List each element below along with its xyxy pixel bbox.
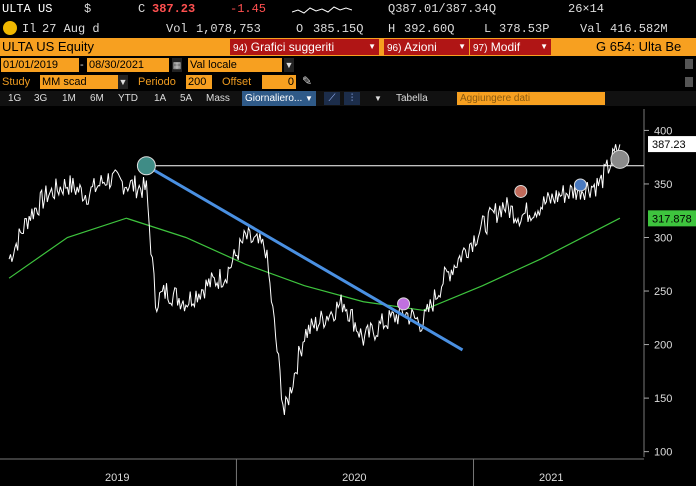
- low-price: 378.53P: [499, 22, 550, 36]
- price-line: [8, 144, 621, 415]
- chevron-down-icon: ▼: [305, 94, 313, 103]
- button-number: 97): [473, 43, 488, 54]
- chevron-down-icon[interactable]: ▼: [118, 75, 128, 89]
- page-title: G 654: Ulta Be: [596, 39, 682, 54]
- x-tick-label: 2021: [539, 472, 563, 484]
- last-price-tag: 387.23: [652, 139, 686, 151]
- actions-button[interactable]: 96) Azioni ▼: [384, 39, 469, 55]
- tab-ytd[interactable]: YTD: [118, 93, 138, 104]
- high-label: H: [388, 22, 396, 36]
- tab-6m[interactable]: 6M: [90, 93, 104, 104]
- range-tabs: 1G 3G 1M 6M YTD 1A 5A Mass Giornaliero..…: [0, 91, 696, 106]
- high-price: 392.60Q: [404, 22, 455, 36]
- frequency-label: Giornaliero: [245, 93, 294, 104]
- security-name[interactable]: ULTA US Equity: [2, 39, 94, 54]
- button-number: 96): [387, 43, 402, 54]
- button-number: 94): [233, 43, 248, 54]
- x-tick-label: 2019: [105, 472, 129, 484]
- study-filter-row: Study MM scad ▼ Periodo 200 Offset 0 ✎: [0, 74, 696, 91]
- bar-chart-icon[interactable]: ⫶: [344, 92, 360, 105]
- suggested-charts-button[interactable]: 94) Grafici suggeriti ▼: [230, 39, 379, 55]
- last-price: 387.23: [152, 2, 196, 16]
- price-change: -1.45: [230, 2, 267, 16]
- scrollbar[interactable]: [682, 57, 696, 91]
- study-label: Study: [2, 76, 31, 88]
- bid-ask-size: 26×14: [568, 2, 605, 16]
- offset-input[interactable]: 0: [262, 75, 296, 89]
- event-marker: [136, 156, 156, 176]
- chevron-down-icon[interactable]: ▼: [284, 58, 294, 72]
- sparkline-icon: [292, 6, 352, 14]
- date-separator: -: [80, 59, 84, 71]
- tab-3d[interactable]: 3G: [34, 93, 48, 104]
- chevron-down-icon: ▼: [458, 42, 466, 51]
- event-marker: [397, 297, 411, 311]
- last-label: C: [138, 2, 146, 16]
- last-price-tag-bg: [648, 136, 696, 153]
- x-tick-label: 2020: [342, 472, 366, 484]
- alert-icon[interactable]: [3, 21, 17, 35]
- tab-1y[interactable]: 1A: [154, 93, 167, 104]
- open-price: 385.15Q: [313, 22, 364, 36]
- y-tick-label: 400: [654, 125, 672, 137]
- offset-label: Offset: [222, 76, 252, 88]
- bid-ask: Q387.01/387.34Q: [388, 2, 497, 16]
- volume-label: Vol: [166, 22, 188, 36]
- start-date-input[interactable]: 01/01/2019: [1, 58, 79, 72]
- quote-bar-2: Il 27 Aug d Vol 1,078,753 O 385.15Q H 39…: [0, 20, 696, 38]
- period-input[interactable]: 200: [186, 75, 212, 89]
- low-label: L: [484, 22, 492, 36]
- info-label: Il: [22, 22, 37, 36]
- button-label: Grafici suggeriti: [250, 40, 335, 54]
- traded-value: 416.582M: [610, 22, 668, 36]
- currency-select[interactable]: Val locale: [188, 58, 282, 72]
- button-label: Modif: [490, 40, 521, 54]
- trendline: [145, 164, 464, 352]
- period-label: Periodo: [138, 76, 176, 88]
- y-tick-label: 200: [654, 340, 672, 352]
- pencil-icon[interactable]: ✎: [302, 74, 313, 88]
- end-date-input[interactable]: 08/30/2021: [87, 58, 169, 72]
- moving-average-tag-bg: [648, 210, 696, 227]
- calendar-icon[interactable]: ▦: [172, 58, 182, 72]
- value-label: Val: [580, 22, 602, 36]
- tab-max[interactable]: Mass: [206, 93, 230, 104]
- moving-average-line: [8, 217, 621, 311]
- command-bar: ULTA US Equity 94) Grafici suggeriti ▼ 9…: [0, 38, 696, 56]
- add-data-input[interactable]: Aggiungere dati: [457, 92, 605, 105]
- tab-1d[interactable]: 1G: [8, 93, 22, 104]
- line-chart-icon[interactable]: ⟋: [324, 92, 340, 105]
- tab-5y[interactable]: 5A: [180, 93, 193, 104]
- y-tick-label: 250: [654, 286, 672, 298]
- moving-average-tag: 317.878: [652, 213, 692, 225]
- y-tick-label: 150: [654, 393, 672, 405]
- y-tick-label: 300: [654, 232, 672, 244]
- frequency-select[interactable]: Giornaliero... ▼: [242, 91, 316, 106]
- chevron-down-icon: ▼: [368, 42, 376, 51]
- ticker: ULTA US: [2, 2, 53, 16]
- open-label: O: [296, 22, 304, 36]
- date-filter-row: 01/01/2019 - 08/30/2021 ▦ Val locale ▼: [0, 57, 696, 74]
- y-tick-label: 100: [654, 447, 672, 459]
- quote-date: 27 Aug d: [42, 22, 100, 36]
- tab-1m[interactable]: 1M: [62, 93, 76, 104]
- ellipsis: ...: [293, 93, 303, 104]
- event-marker: [514, 184, 528, 198]
- price-chart[interactable]: 100 150 200 250 300 350 400 2019 2020 2021 387.23 3…: [0, 107, 696, 486]
- event-marker: [610, 149, 630, 169]
- table-button[interactable]: Tabella: [396, 93, 428, 104]
- quote-bar: ULTA US $ C 387.23 -1.45 Q387.01/387.34Q…: [0, 0, 696, 20]
- volume: 1,078,753: [196, 22, 261, 36]
- event-marker: [573, 178, 587, 192]
- study-select[interactable]: MM scad: [40, 75, 118, 89]
- edit-button[interactable]: 97) Modif ▼: [470, 39, 551, 55]
- chevron-down-icon[interactable]: ▼: [374, 94, 382, 103]
- chevron-down-icon: ▼: [540, 42, 548, 51]
- y-tick-label: 350: [654, 179, 672, 191]
- currency: $: [84, 2, 92, 16]
- button-label: Azioni: [404, 40, 437, 54]
